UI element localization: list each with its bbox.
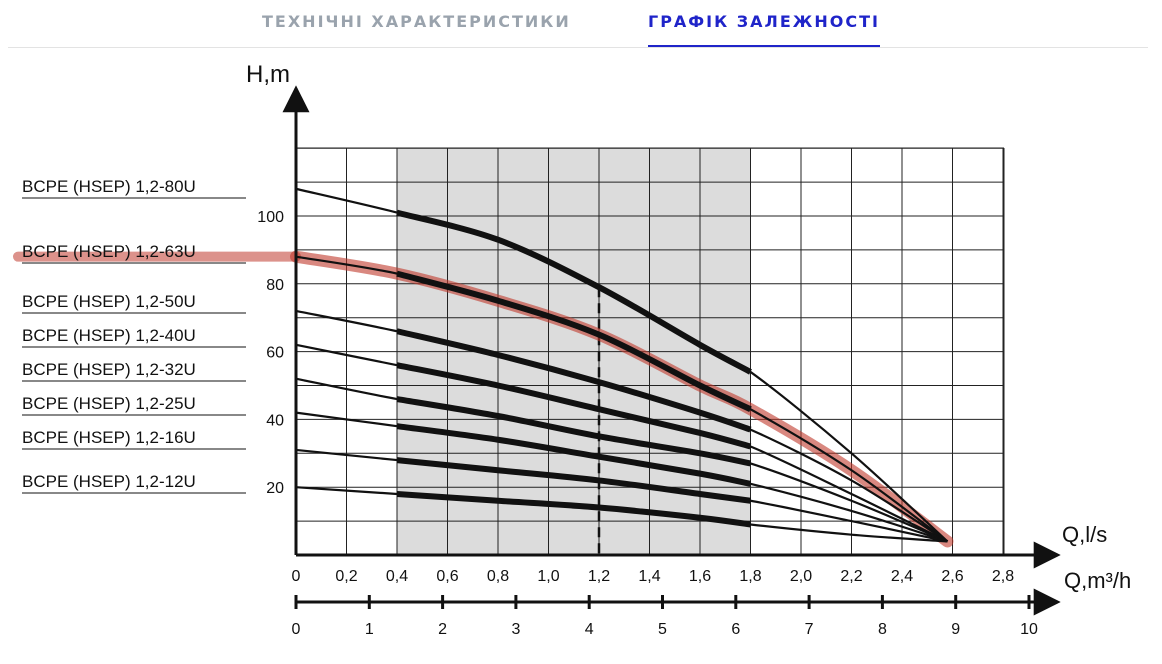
x-axis-label: Q,l/s: [1062, 522, 1107, 547]
x2-tick-label: 2: [438, 621, 447, 638]
axes-layer: [282, 85, 1061, 616]
labels-layer: BCPE (HSEP) 1,2-80U BCPE (HSEP) 1,2-63U BC…: [22, 61, 1131, 638]
x-tick-label: 1,4: [638, 568, 660, 585]
series-working-segment: [396, 396, 752, 467]
series-label: BCPE (HSEP) 1,2-16U: [22, 428, 196, 447]
series-label: BCPE (HSEP) 1,2-40U: [22, 326, 196, 345]
tab-performance-chart[interactable]: ГРАФІК ЗАЛЕЖНОСТІ: [648, 12, 880, 48]
tab-technical-specs[interactable]: ТЕХНІЧНІ ХАРАКТЕРИСТИКИ: [262, 12, 571, 31]
x-tick-label: 2,4: [891, 568, 913, 585]
x2-tick-label: 0: [292, 621, 301, 638]
x-tick-label: 0,2: [335, 568, 357, 585]
x2-tick-label: 3: [511, 621, 520, 638]
x-tick-label: 2,2: [840, 568, 862, 585]
series-label: BCPE (HSEP) 1,2-12U: [22, 472, 196, 491]
active-tab-underline: [648, 45, 880, 48]
x2-tick-label: 9: [951, 621, 960, 638]
x-tick-label: 0,6: [436, 568, 458, 585]
pump-performance-chart: BCPE (HSEP) 1,2-80U BCPE (HSEP) 1,2-63U BC…: [13, 61, 1131, 638]
y-tick-label: 60: [266, 345, 284, 362]
y-axis-label: H,m: [246, 61, 290, 88]
x2-tick-label: 4: [585, 621, 594, 638]
x2-tick-label: 1: [365, 621, 374, 638]
x2-axis-label: Q,m³/h: [1064, 568, 1131, 593]
x-tick-label: 2,6: [941, 568, 963, 585]
series-label: BCPE (HSEP) 1,2-25U: [22, 394, 196, 413]
series-label: BCPE (HSEP) 1,2-50U: [22, 292, 196, 311]
x2-tick-label: 5: [658, 621, 667, 638]
curves-layer: [295, 187, 949, 543]
x2-tick-label: 10: [1020, 621, 1038, 638]
tab-divider: [8, 47, 1148, 48]
series-working-segment: [396, 457, 751, 504]
series-working-segment: [396, 423, 752, 487]
x2-tick-label: 6: [731, 621, 740, 638]
series-label: BCPE (HSEP) 1,2-32U: [22, 360, 196, 379]
x2-tick-label: 8: [878, 621, 887, 638]
x-tick-label: 2,8: [992, 568, 1014, 585]
series-working-segment: [396, 270, 752, 412]
series-label: BCPE (HSEP) 1,2-63U: [22, 242, 196, 261]
x-tick-label: 1,0: [537, 568, 559, 585]
y-tick-label: 100: [257, 209, 284, 226]
series-working-segment: [396, 328, 752, 433]
y-tick-label: 40: [266, 412, 284, 429]
x-tick-label: 0,8: [487, 568, 509, 585]
y-tick-label: 80: [266, 277, 284, 294]
tab-bar: ТЕХНІЧНІ ХАРАКТЕРИСТИКИ ГРАФІК ЗАЛЕЖНОСТ…: [0, 0, 1162, 48]
x-tick-label: 1,8: [739, 568, 761, 585]
x-tick-label: 0,4: [386, 568, 408, 585]
x-tick-label: 0: [292, 568, 301, 585]
x-tick-label: 2,0: [790, 568, 812, 585]
series-working-segment: [396, 209, 752, 375]
y-tick-label: 20: [266, 480, 284, 497]
series-working-segment: [396, 362, 752, 450]
series-working-segment: [396, 490, 751, 528]
x-tick-label: 1,6: [689, 568, 711, 585]
series-label: BCPE (HSEP) 1,2-80U: [22, 177, 196, 196]
x-tick-label: 1,2: [588, 568, 610, 585]
tab-performance-chart-label: ГРАФІК ЗАЛЕЖНОСТІ: [648, 12, 880, 31]
x2-tick-label: 7: [805, 621, 814, 638]
